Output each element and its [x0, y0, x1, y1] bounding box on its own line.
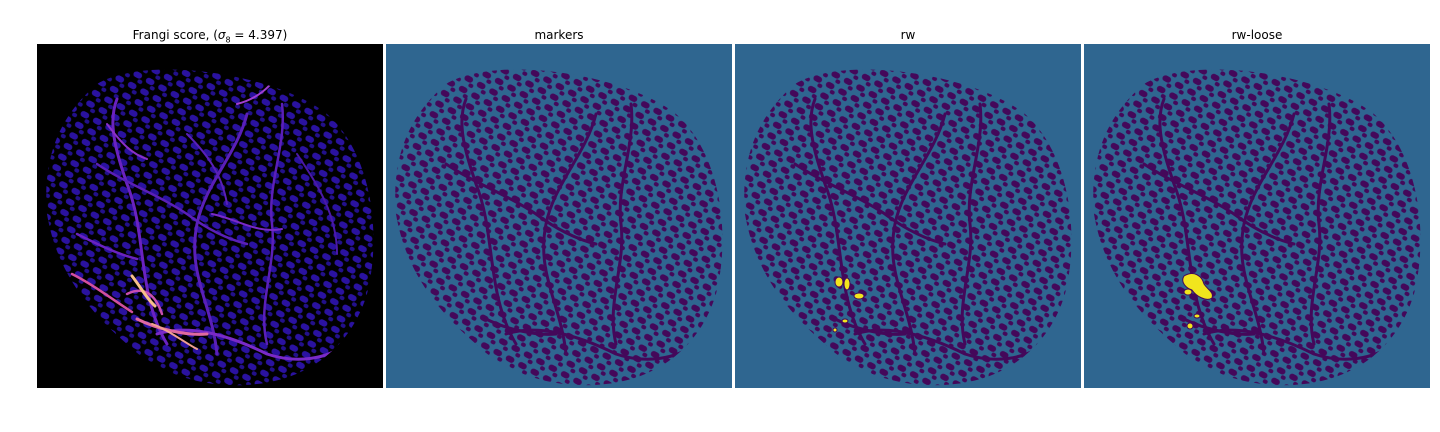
rw-loose-panel-title: rw-loose [1231, 28, 1283, 42]
markers-panel-title: markers [534, 28, 584, 42]
rw-loose-image [1084, 44, 1430, 388]
frangi-image-svg [37, 44, 383, 388]
markers-panel: markers [386, 26, 732, 388]
rw-image [735, 44, 1081, 388]
frangi-image [37, 44, 383, 388]
rw-panel: rw [735, 26, 1081, 388]
frangi-panel-title: Frangi score, (σ8 = 4.397) [132, 28, 288, 45]
rw-highlight-regions [832, 74, 974, 333]
rw-loose-brain-region [1093, 69, 1421, 386]
markers-image [386, 44, 732, 388]
rw-panel-title: rw [900, 28, 916, 42]
frangi-panel: Frangi score, (σ8 = 4.397) [37, 26, 383, 388]
rw-loose-panel: rw-loose [1084, 26, 1430, 388]
